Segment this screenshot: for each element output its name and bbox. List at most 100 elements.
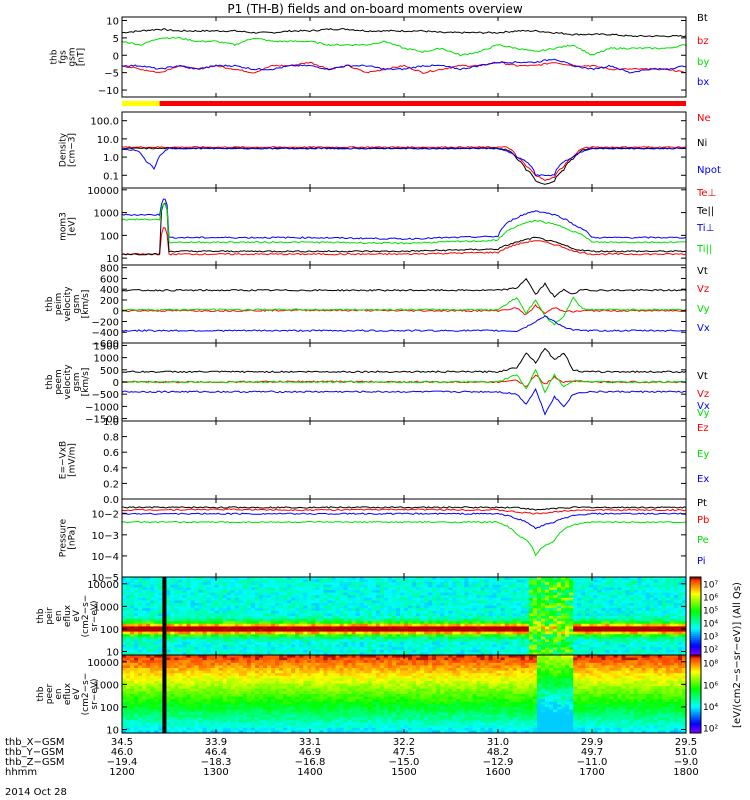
spectrogram-cell	[299, 579, 304, 583]
spectrogram-cell	[150, 652, 155, 656]
spectrogram-cell	[254, 590, 260, 594]
spectrogram-cell	[315, 579, 320, 583]
spectrogram-cell	[279, 644, 284, 648]
spectrogram-cell	[428, 592, 433, 596]
spectrogram-cell	[303, 595, 308, 599]
spectrogram-cell	[512, 613, 518, 617]
spectrogram-cell	[621, 636, 627, 640]
spectrogram-cell	[206, 618, 212, 622]
spectrogram-cell	[355, 631, 361, 635]
spectrogram-cell	[379, 608, 385, 612]
spectrogram-cell	[516, 634, 522, 638]
spectrogram-cell	[283, 652, 288, 656]
spectrogram-cell	[416, 613, 421, 617]
spectrogram-cell	[230, 649, 236, 653]
spectrogram-cell	[549, 618, 554, 622]
spectrogram-cell	[178, 639, 184, 643]
spectrogram-cell	[387, 590, 393, 594]
spectrogram-cell	[142, 623, 147, 627]
spectrogram-cell	[399, 652, 405, 656]
spectrogram-cell	[186, 665, 192, 669]
spectrogram-cell	[335, 600, 341, 604]
spectrogram-cell	[536, 623, 542, 627]
spectrogram-cell	[496, 634, 502, 638]
spectrogram-cell	[468, 631, 474, 635]
spectrogram-cell	[553, 616, 558, 620]
spectrogram-cell	[536, 649, 542, 653]
spectrogram-cell	[387, 600, 393, 604]
spectrogram-cell	[214, 605, 220, 609]
spectrogram-cell	[424, 595, 429, 599]
spectrogram-cell	[230, 631, 236, 635]
spectrogram-cell	[605, 582, 611, 586]
spectrogram-cell	[412, 623, 417, 627]
spectrogram-cell	[182, 727, 188, 731]
spectrogram-cell	[553, 644, 558, 648]
spectrogram-cell	[617, 652, 623, 656]
spectrogram-cell	[222, 613, 228, 617]
spectrogram-cell	[186, 681, 192, 685]
spectrogram-cell	[669, 582, 675, 586]
spectrogram-cell	[500, 597, 506, 601]
spectrogram-cell	[597, 616, 602, 620]
spectrogram-cell	[218, 639, 224, 643]
spectrogram-cell	[138, 642, 143, 646]
spectrogram-cell	[138, 694, 143, 698]
spectrogram-cell	[363, 639, 369, 643]
spectrogram-cell	[323, 642, 329, 646]
spectrogram-cell	[399, 603, 405, 607]
spectrogram-cell	[142, 621, 147, 625]
spectrogram-cell	[170, 603, 175, 607]
spectrogram-cell	[412, 582, 417, 586]
spectrogram-cell	[267, 649, 272, 653]
spectrogram-cell	[408, 647, 413, 651]
spectrogram-cell	[665, 582, 671, 586]
spectrogram-cell	[210, 649, 216, 653]
spectrogram-cell	[428, 587, 433, 591]
spectrogram-cell	[138, 657, 143, 661]
spectrogram-cell	[645, 644, 651, 648]
spectrogram-cell	[561, 587, 566, 591]
spectrogram-cell	[194, 605, 200, 609]
spectrogram-cell	[343, 610, 349, 614]
spectrogram-cell	[291, 587, 296, 591]
spectrogram-cell	[621, 605, 627, 609]
spectrogram-cell	[283, 618, 288, 622]
spectrogram-cell	[609, 613, 615, 617]
spectrogram-cell	[190, 644, 196, 648]
spectrogram-cell	[532, 644, 538, 648]
spectrogram-cell	[242, 608, 248, 612]
spectrogram-cell	[226, 608, 232, 612]
series-peim-0	[121, 278, 687, 298]
spectrogram-cell	[206, 605, 212, 609]
spectrogram-cell	[609, 621, 615, 625]
spectrogram-cell	[226, 626, 232, 630]
spectrogram-cell	[516, 644, 522, 648]
spectrogram-cell	[508, 652, 514, 656]
spectrogram-cell	[633, 597, 639, 601]
spectrogram-cell	[528, 608, 534, 612]
spectrogram-cell	[214, 603, 220, 607]
spectrogram-cell	[359, 597, 365, 601]
spectrogram-cell	[395, 582, 401, 586]
spectrogram-cell	[613, 582, 619, 586]
spectrogram-cell	[166, 717, 171, 721]
spectrogram-cell	[641, 582, 647, 586]
spectrogram-cell	[395, 579, 401, 583]
spectrogram-cell	[319, 618, 325, 622]
spectrogram-cell	[540, 629, 546, 633]
spectrogram-cell	[323, 597, 329, 601]
spectrogram-cell	[597, 597, 602, 601]
spectrogram-cell	[150, 579, 155, 583]
spectrogram-cell	[166, 647, 171, 651]
spectrogram-cell	[508, 608, 514, 612]
spectrogram-cell	[581, 626, 586, 630]
spectrogram-cell	[665, 610, 671, 614]
spectrogram-cell	[367, 582, 373, 586]
y-tick-label: 0	[113, 307, 119, 318]
spectrogram-cell	[170, 662, 175, 666]
spectrogram-cell	[150, 709, 155, 713]
spectrogram-cell	[391, 626, 397, 630]
spectrogram-cell	[126, 714, 131, 718]
spectrogram-cell	[436, 631, 441, 635]
